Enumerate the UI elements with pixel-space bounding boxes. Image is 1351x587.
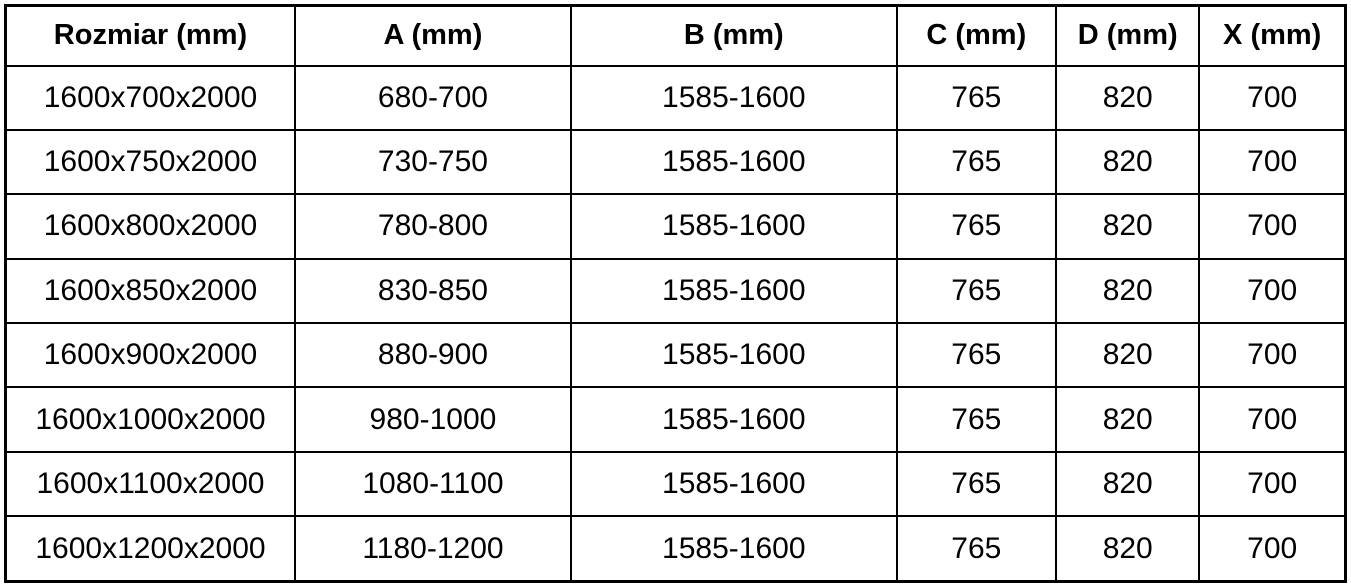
table-cell: 765 [895,64,1058,131]
table-cell: 1585-1600 [569,128,898,196]
table-cell: 820 [1055,386,1201,453]
table-row: 1600x1200x2000 1180-1200 1585-1600 765 820 70… [4,515,1347,583]
table-cell: 1585-1600 [569,386,898,453]
table-cell: 700 [1198,257,1347,325]
dimensions-table: Rozmiar (mm) A (mm) B (mm) C (mm) D (mm) X (m… [4,4,1347,583]
table-cell: 780-800 [293,193,572,260]
table-row: 1600x750x2000 730-750 1585-1600 765 820 700 [4,128,1347,196]
column-header: Rozmiar (mm) [4,4,296,67]
table-body: 1600x700x2000 680-700 1585-1600 765 820 700 16… [4,64,1347,583]
table-cell: 1080-1100 [293,450,572,518]
table-cell: 680-700 [293,64,572,131]
table-cell: 765 [895,128,1058,196]
table-cell: 1585-1600 [569,321,898,389]
table-header: Rozmiar (mm) A (mm) B (mm) C (mm) D (mm) X (m… [4,4,1347,67]
table-cell: 700 [1198,193,1347,260]
column-header: B (mm) [569,4,898,67]
table-cell: 1600x800x2000 [4,193,296,260]
table-cell: 730-750 [293,128,572,196]
header-row: Rozmiar (mm) A (mm) B (mm) C (mm) D (mm) X (m… [4,4,1347,67]
table-cell: 830-850 [293,257,572,325]
table-row: 1600x1000x2000 980-1000 1585-1600 765 820 700 [4,386,1347,453]
table-cell: 765 [895,450,1058,518]
table-cell: 1600x1000x2000 [4,386,296,453]
table-cell: 700 [1198,515,1347,583]
table-row: 1600x1100x2000 1080-1100 1585-1600 765 820 70… [4,450,1347,518]
table-cell: 1585-1600 [569,257,898,325]
table-cell: 765 [895,193,1058,260]
table-cell: 1600x1200x2000 [4,515,296,583]
column-header: X (mm) [1198,4,1347,67]
table-cell: 880-900 [293,321,572,389]
table-cell: 820 [1055,128,1201,196]
table-cell: 700 [1198,321,1347,389]
table-cell: 765 [895,321,1058,389]
table-cell: 820 [1055,257,1201,325]
table-cell: 1585-1600 [569,515,898,583]
table-cell: 700 [1198,386,1347,453]
table-row: 1600x900x2000 880-900 1585-1600 765 820 700 [4,321,1347,389]
table-cell: 820 [1055,64,1201,131]
table-cell: 1600x850x2000 [4,257,296,325]
table-cell: 1600x1100x2000 [4,450,296,518]
table-cell: 1585-1600 [569,64,898,131]
table-cell: 1600x750x2000 [4,128,296,196]
column-header: A (mm) [293,4,572,67]
table-cell: 820 [1055,321,1201,389]
table-row: 1600x700x2000 680-700 1585-1600 765 820 700 [4,64,1347,131]
column-header: D (mm) [1055,4,1201,67]
table-cell: 1600x700x2000 [4,64,296,131]
table-cell: 820 [1055,450,1201,518]
table-cell: 765 [895,386,1058,453]
table-row: 1600x800x2000 780-800 1585-1600 765 820 700 [4,193,1347,260]
dimensions-table-wrapper: Rozmiar (mm) A (mm) B (mm) C (mm) D (mm) X (m… [4,4,1347,583]
table-cell: 700 [1198,64,1347,131]
table-cell: 700 [1198,128,1347,196]
table-cell: 1585-1600 [569,193,898,260]
table-cell: 820 [1055,193,1201,260]
table-cell: 700 [1198,450,1347,518]
table-cell: 820 [1055,515,1201,583]
table-cell: 980-1000 [293,386,572,453]
table-cell: 1180-1200 [293,515,572,583]
table-row: 1600x850x2000 830-850 1585-1600 765 820 700 [4,257,1347,325]
table-cell: 765 [895,257,1058,325]
table-cell: 765 [895,515,1058,583]
table-cell: 1600x900x2000 [4,321,296,389]
table-cell: 1585-1600 [569,450,898,518]
column-header: C (mm) [895,4,1058,67]
